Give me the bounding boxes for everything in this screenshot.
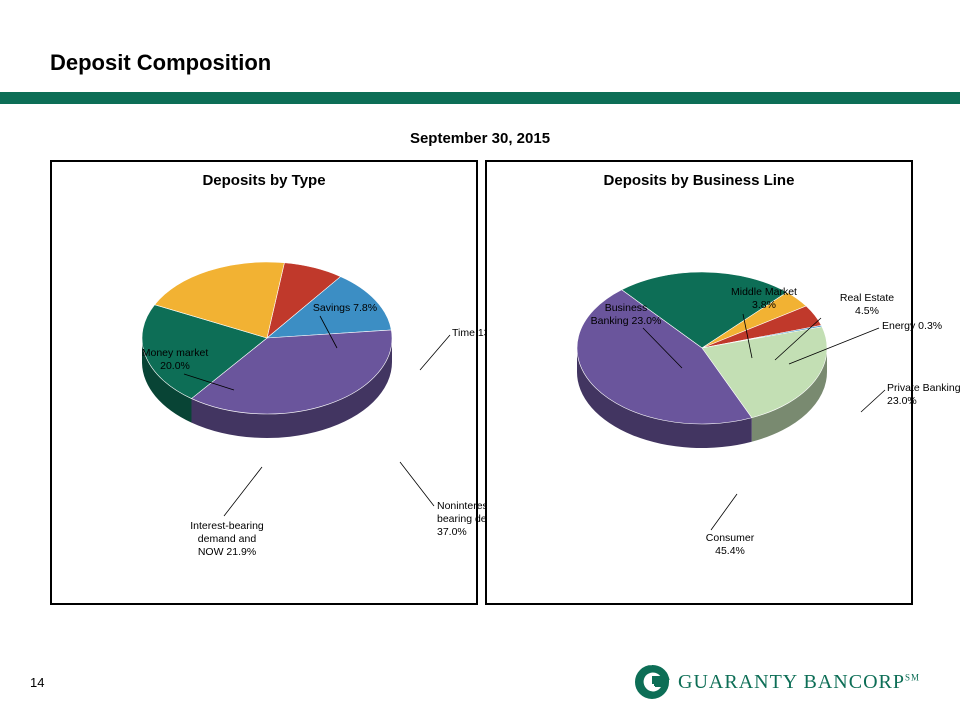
pie-chart-left: Savings 7.8%Time 13.3%Noninterest-bearin… bbox=[142, 262, 392, 462]
pie-slice-label: Energy 0.3% bbox=[882, 320, 960, 333]
logo-text: GUARANTY BANCORPSM bbox=[678, 671, 920, 694]
pie-slice-label: BusinessBanking 23.0% bbox=[571, 302, 681, 328]
page-number: 14 bbox=[30, 675, 44, 690]
chart-title-left: Deposits by Type bbox=[52, 172, 476, 189]
report-date: September 30, 2015 bbox=[0, 130, 960, 147]
pie-chart-right: BusinessBanking 23.0%Middle Market3.8%Re… bbox=[577, 272, 827, 472]
logo-g-icon bbox=[634, 664, 670, 700]
page-title: Deposit Composition bbox=[50, 50, 271, 76]
pie-slice-label: Savings 7.8% bbox=[290, 302, 400, 315]
chart-deposits-by-business-line: Deposits by Business Line BusinessBankin… bbox=[485, 160, 913, 605]
pie-slice-label: Interest-bearingdemand andNOW 21.9% bbox=[172, 520, 282, 559]
accent-bar bbox=[0, 92, 960, 104]
pie-slice-label: Consumer45.4% bbox=[675, 532, 785, 558]
chart-deposits-by-type: Deposits by Type Savings 7.8%Time 13.3%N… bbox=[50, 160, 478, 605]
pie-slice-label: Money market20.0% bbox=[120, 347, 230, 373]
pie-slice-label: Middle Market3.8% bbox=[709, 286, 819, 312]
logo: GUARANTY BANCORPSM bbox=[634, 664, 920, 700]
pie-slice-label: Real Estate4.5% bbox=[812, 292, 922, 318]
chart-title-right: Deposits by Business Line bbox=[487, 172, 911, 189]
pie-slice-label: Private Banking23.0% bbox=[887, 382, 960, 408]
